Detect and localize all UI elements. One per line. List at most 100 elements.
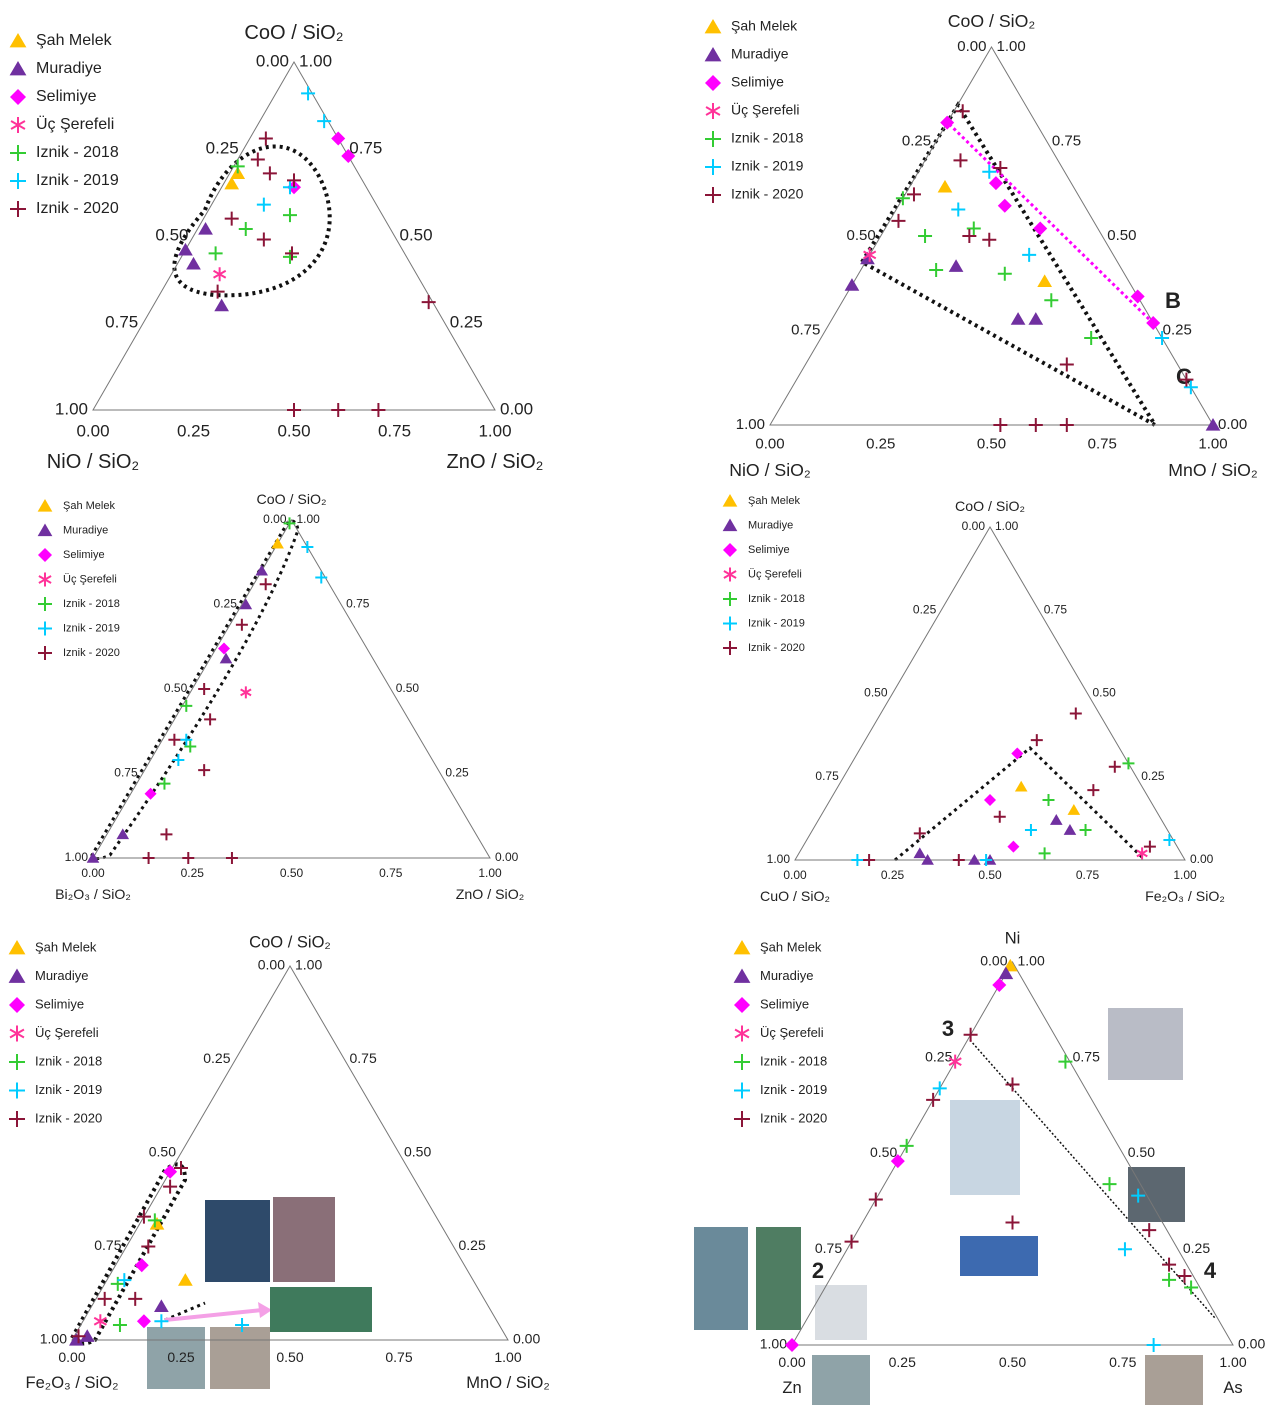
right-axis-label: Fe₂O₃ / SiO₂ [1145,889,1225,905]
left-axis-label: Zn [782,1378,801,1397]
data-point [271,537,284,549]
legend-label: Iznik - 2019 [35,1082,102,1097]
right-tick-label: 0.25 [445,766,469,780]
left-tick-label: 0.25 [913,602,937,616]
legend-marker [733,968,751,983]
right-axis-label: ZnO / SiO₂ [456,887,524,903]
data-point [160,828,173,841]
annotation: 4 [1204,1258,1217,1283]
data-point [1162,1257,1177,1272]
data-point [174,1160,188,1175]
data-point [1146,1338,1161,1352]
data-point [262,166,277,181]
top-axis-label: Ni [1005,928,1021,947]
data-point [198,683,211,695]
legend-label: Iznik - 2020 [35,1110,102,1125]
data-point [951,202,966,217]
legend-marker [8,968,26,983]
bottom-tick-label: 0.50 [280,866,304,880]
bottom-tick-label: 0.25 [881,868,905,882]
left-axis-label: NiO / SiO₂ [729,460,811,480]
data-point [224,211,239,226]
photo [273,1197,335,1282]
envelopes [70,101,1216,1346]
data-point [158,777,171,790]
photo [1128,1167,1185,1222]
data-point [1067,804,1081,815]
top-axis-label: CoO / SiO₂ [244,22,343,44]
right-tick-label: 0.25 [450,312,483,331]
left-tick-label: 0.00 [980,953,1007,969]
data-point [984,794,996,807]
data-point [1163,834,1176,847]
legend-label: Iznik - 2018 [760,1053,827,1068]
right-tick-label: 0.50 [1128,1144,1155,1160]
data-point [198,764,211,777]
data-point [982,164,997,179]
right-tick-label: 0.75 [350,1050,377,1066]
legend-label: Muradiye [63,524,108,536]
bottom-tick-label: 0.50 [978,868,1002,882]
right-tick-label: 0.75 [1044,602,1068,616]
photo [147,1327,205,1389]
data-point [284,246,299,261]
left-tick-label: 0.75 [105,312,138,331]
data-point [1131,1188,1146,1203]
data-point [993,160,1008,175]
data-point [371,403,386,417]
data-point [993,810,1006,823]
data-point [79,1329,95,1342]
bottom-tick-label: 0.50 [276,1349,303,1365]
data-point [1142,1223,1157,1238]
data-point [997,198,1012,213]
data-point [963,1027,978,1042]
annotation: 2 [812,1258,824,1283]
left-tick-label: 0.50 [870,1144,897,1160]
data-point [144,787,157,800]
data-point [932,1081,947,1096]
legend-marker [723,543,737,557]
right-axis-label: MnO / SiO₂ [466,1373,550,1392]
bottom-tick-label: 0.00 [783,868,807,882]
data-point [331,131,346,146]
legend-marker [733,940,751,955]
legend-marker [723,592,737,606]
data-point [301,541,314,554]
legend-marker [734,1111,750,1127]
legend-label: Üç Şerefeli [748,568,802,580]
left-tick-label: 0.25 [203,1050,230,1066]
left-tick-label: 0.50 [847,227,876,244]
data-point [69,1333,84,1346]
left-tick-label: 0.00 [258,957,285,973]
legend-marker [9,33,27,48]
triangle-frame [794,526,1186,861]
data-point [1087,784,1100,797]
right-tick-label: 0.00 [1218,416,1247,433]
left-tick-label: 1.00 [65,850,89,864]
legend-label: Iznik - 2020 [731,186,804,202]
legend-label: Muradiye [748,519,793,531]
data-point [71,1329,86,1344]
data-point [868,1192,883,1207]
left-tick-label: 0.75 [94,1237,121,1253]
legend-label: Şah Melek [760,939,822,954]
data-point [913,827,926,840]
legend-marker [734,997,750,1013]
left-tick-label: 0.50 [864,686,888,700]
right-tick-label: 0.50 [1093,686,1117,700]
data-point [1069,707,1082,720]
legend-label: Selimiye [63,549,105,561]
data-point [1007,840,1020,853]
data-point [198,222,213,235]
data-point [184,740,197,753]
photo [815,1285,867,1340]
data-point [86,852,100,863]
legend-marker [723,641,737,655]
right-tick-label: 0.00 [1190,852,1214,866]
legend-label: Iznik - 2019 [748,617,805,629]
data-point [948,1054,962,1069]
photos [147,1008,1203,1405]
data-point [315,571,328,584]
legend-marker [723,616,737,631]
